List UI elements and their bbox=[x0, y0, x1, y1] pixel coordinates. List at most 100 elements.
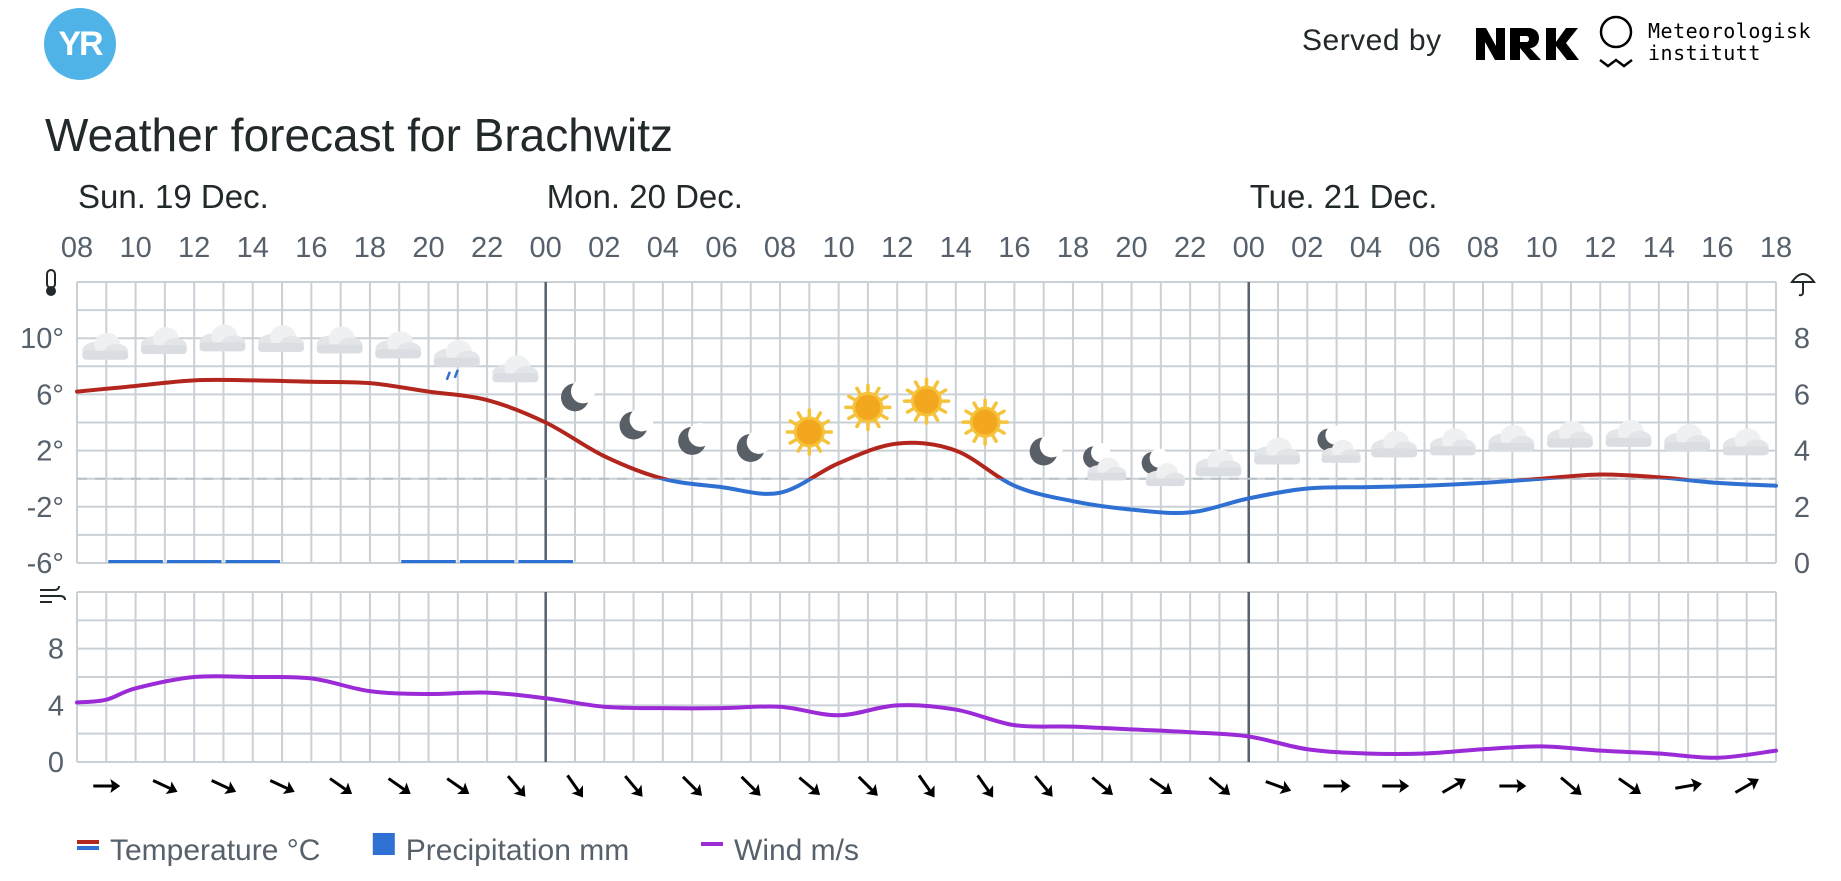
hour-label: 10 bbox=[1526, 232, 1558, 264]
wind-arrow-head bbox=[110, 779, 121, 793]
wind-arrow-icon bbox=[506, 775, 526, 797]
hour-label: 12 bbox=[178, 232, 210, 264]
wind-arrow-head bbox=[1340, 779, 1351, 793]
clear-day-icon bbox=[844, 383, 892, 432]
yr-logo-text: YR bbox=[58, 25, 103, 63]
wind-arrow-shaft bbox=[152, 779, 174, 792]
precipitation-bar bbox=[225, 560, 281, 563]
wind-arrow-head bbox=[1746, 777, 1759, 791]
sun-ray bbox=[905, 388, 916, 396]
hour-label: 16 bbox=[295, 232, 327, 264]
sun-ray bbox=[855, 386, 863, 397]
met-text-line1: Meteorologisk bbox=[1648, 19, 1812, 43]
precipitation-bar bbox=[166, 560, 222, 563]
wind-arrow-head bbox=[1040, 784, 1053, 797]
wind-arrow-shaft bbox=[917, 774, 933, 795]
wind-arrow-icon bbox=[798, 776, 821, 795]
cloudy-icon bbox=[1488, 424, 1535, 452]
cloud-base bbox=[140, 345, 187, 355]
wind-arrow-head bbox=[630, 784, 643, 797]
wind-arrow-head bbox=[1516, 779, 1527, 793]
day-label: Tue. 21 Dec. bbox=[1250, 178, 1438, 215]
precipitation-tick-label: 2 bbox=[1794, 492, 1810, 524]
legend-swatch-wind bbox=[701, 842, 723, 846]
cloud-base bbox=[1087, 472, 1127, 481]
cloud-base bbox=[375, 349, 422, 359]
hour-label: 18 bbox=[1760, 232, 1792, 264]
cloud-base bbox=[316, 344, 363, 354]
wind-line bbox=[75, 674, 1778, 760]
thermometer-icon bbox=[46, 269, 56, 296]
cloudy-icon bbox=[1722, 428, 1769, 456]
wind-arrow-head bbox=[1569, 783, 1582, 795]
sun-ray bbox=[796, 443, 804, 453]
sun-ray bbox=[788, 419, 799, 427]
wind-axis-labels: 8 4 0 bbox=[48, 634, 64, 779]
hour-label: 02 bbox=[588, 232, 620, 264]
sun-ray bbox=[855, 418, 863, 429]
wind-arrow-icon bbox=[1734, 777, 1759, 794]
sun-disc bbox=[852, 391, 884, 423]
legend-item-temperature: Temperature °C bbox=[77, 834, 320, 867]
wind-tick-label: 8 bbox=[48, 634, 64, 666]
wind-arrow-head bbox=[513, 784, 526, 797]
wind-arrow-icon bbox=[1208, 776, 1231, 795]
rain-drop bbox=[445, 371, 451, 381]
sun-ray bbox=[815, 411, 823, 421]
nrk-logo[interactable] bbox=[1474, 24, 1584, 74]
legend-label: Wind m/s bbox=[734, 834, 859, 867]
header: YR Served by Meteorologisk institutt bbox=[0, 0, 1841, 100]
wind-arrow-head bbox=[1628, 782, 1642, 795]
hour-label: 10 bbox=[119, 232, 151, 264]
cloudy-icon bbox=[1371, 430, 1418, 458]
temperature-tick-label: 6° bbox=[36, 379, 64, 411]
day-labels: Sun. 19 Dec. Mon. 20 Dec. Tue. 21 Dec. bbox=[78, 178, 1437, 215]
moon-shadow bbox=[629, 407, 654, 432]
axis-icons bbox=[40, 269, 1816, 603]
umbrella-handle bbox=[1798, 282, 1804, 297]
cloud-base bbox=[1664, 442, 1711, 452]
sun-ray bbox=[873, 386, 881, 397]
hour-label: 06 bbox=[705, 232, 737, 264]
wind-arrow-head bbox=[981, 785, 994, 798]
cloudy-icon bbox=[1605, 419, 1652, 447]
wind-arrow-head bbox=[1399, 779, 1410, 793]
met-logo-icon[interactable] bbox=[1594, 14, 1638, 74]
wind-line-path bbox=[75, 674, 1778, 760]
wind-arrow-icon bbox=[387, 777, 411, 795]
day-label: Mon. 20 Dec. bbox=[547, 178, 743, 215]
wind-arrow-shaft bbox=[1618, 777, 1638, 793]
hour-label: 14 bbox=[1643, 232, 1675, 264]
sun-ray bbox=[937, 406, 948, 414]
precipitation-tick-label: 0 bbox=[1794, 548, 1810, 580]
sun-ray bbox=[788, 437, 799, 445]
forecast-chart: Sun. 19 Dec. Mon. 20 Dec. Tue. 21 Dec. 08 1… bbox=[20, 178, 1816, 867]
cloud-base bbox=[1722, 446, 1769, 456]
wind-arrow-icon bbox=[566, 774, 584, 798]
temperature-tick-label: -6° bbox=[27, 548, 64, 580]
temperature-line-warm bbox=[75, 377, 1694, 479]
cloud-base bbox=[1321, 455, 1361, 463]
wind-arrow-icon bbox=[1382, 779, 1410, 793]
sun-disc bbox=[793, 416, 825, 448]
cloudy-icon bbox=[199, 324, 246, 352]
hour-label: 18 bbox=[1057, 232, 1089, 264]
wind-arrow-icon bbox=[976, 774, 994, 798]
yr-logo[interactable]: YR bbox=[44, 8, 116, 80]
cloudy-icon bbox=[258, 325, 305, 353]
wind-arrow-shaft bbox=[1675, 782, 1698, 790]
wind-arrow-head bbox=[690, 783, 703, 796]
hour-label: 08 bbox=[764, 232, 796, 264]
sun-ray bbox=[879, 413, 889, 421]
wind-arrow-head bbox=[807, 783, 821, 795]
wind-direction-arrows bbox=[93, 774, 1759, 798]
partly-cloudy-night-icon bbox=[1141, 448, 1185, 487]
cloud-base bbox=[1429, 446, 1476, 456]
moon-shadow bbox=[1149, 448, 1169, 468]
cloudy-icon bbox=[1254, 437, 1301, 465]
hour-label: 08 bbox=[1467, 232, 1499, 264]
wind-arrow-icon bbox=[1034, 775, 1053, 797]
hour-label: 08 bbox=[61, 232, 93, 264]
hour-label: 22 bbox=[471, 232, 503, 264]
clear-night-icon bbox=[560, 379, 595, 412]
